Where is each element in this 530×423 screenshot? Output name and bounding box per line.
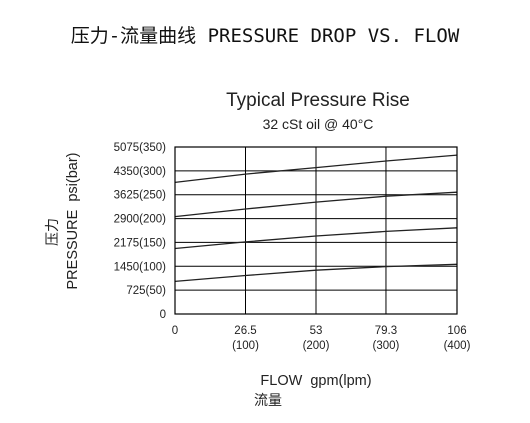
y-tick-label: 725(50) — [126, 285, 166, 297]
chart-subtitle: 32 cSt oil @ 40°C — [263, 116, 374, 132]
y-axis-label-cn: 压力 — [45, 218, 61, 246]
x-axis-label: FLOW gpm(lpm) — [260, 373, 371, 389]
chart-title: Typical Pressure Rise — [226, 90, 410, 111]
y-tick-labels: 0 725(50) 1450(100) 2175(150) 2900(200) 3625(… — [114, 142, 167, 321]
x-tick-label: 106 — [447, 325, 466, 337]
series-line-2 — [174, 191, 458, 218]
y-tick-label: 0 — [160, 309, 166, 321]
series-line-1 — [174, 154, 458, 184]
x-tick-label: 53 — [310, 325, 323, 337]
plot-frame — [174, 146, 458, 315]
x-axis-label-cn: 流量 — [254, 393, 282, 409]
y-tick-label: 1450(100) — [114, 261, 167, 273]
series-line-3 — [174, 227, 458, 250]
x-tick-label: 79.3 — [375, 325, 397, 337]
x-tick-sublabel: (200) — [303, 340, 330, 352]
x-tick-label: 26.5 — [234, 325, 256, 337]
y-tick-label: 5075(350) — [114, 142, 167, 154]
x-tick-label: 0 — [172, 325, 178, 337]
x-tick-sublabel: (100) — [232, 340, 259, 352]
series-line-4 — [174, 263, 458, 283]
y-tick-label: 2175(150) — [114, 237, 167, 249]
grid — [175, 147, 457, 314]
y-tick-label: 2900(200) — [114, 214, 167, 226]
series-lines — [174, 154, 458, 283]
y-tick-label: 4350(300) — [114, 166, 167, 178]
y-axis-label: PRESSURE psi(bar) — [65, 153, 81, 290]
x-tick-sublabel: (300) — [373, 340, 400, 352]
x-tick-labels: 0 26.5 (100) 53 (200) 79.3 (300) 106 (400) — [172, 325, 471, 352]
y-tick-label: 3625(250) — [114, 190, 167, 202]
page-header: 压力-流量曲线 PRESSURE DROP VS. FLOW — [71, 25, 460, 47]
x-tick-sublabel: (400) — [444, 340, 471, 352]
